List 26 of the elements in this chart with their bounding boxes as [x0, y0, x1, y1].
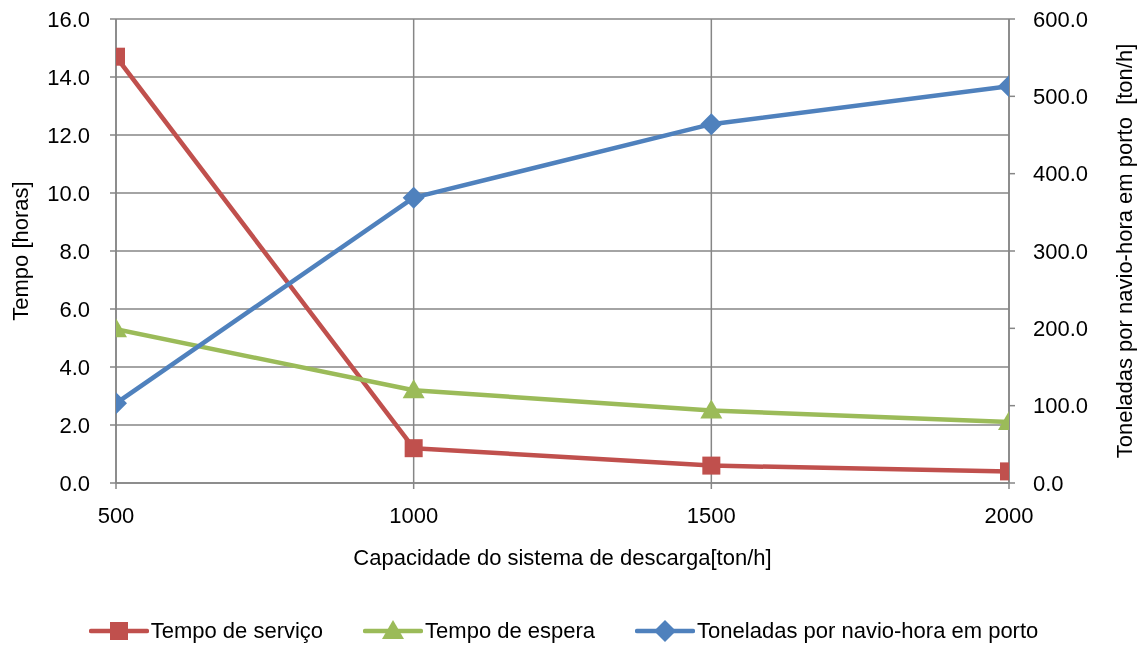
y-tick-label: 4.0	[59, 354, 90, 380]
y2-tick-label: 500.0	[1033, 84, 1089, 110]
y2-tick-label: 0.0	[1033, 470, 1064, 496]
x-tick-label: 2000	[984, 502, 1034, 528]
y-tick-label: 16.0	[47, 6, 90, 32]
y-tick-label: 14.0	[47, 64, 90, 90]
legend-label: Tempo de serviço	[150, 618, 324, 644]
y2-tick-label: 300.0	[1033, 238, 1089, 264]
y-tick-label: 6.0	[59, 296, 90, 322]
x-tick-label: 1500	[686, 502, 736, 528]
legend-label: Tempo de espera	[425, 618, 596, 644]
y-tick-label: 12.0	[47, 122, 90, 148]
y-tick-label: 2.0	[59, 412, 90, 438]
legend-label: Toneladas por navio-hora em porto	[697, 618, 1039, 644]
y-axis-title: Tempo [horas]	[7, 181, 33, 321]
y-tick-label: 0.0	[59, 470, 90, 496]
y-tick-label: 10.0	[47, 180, 90, 206]
y-tick-label: 8.0	[59, 238, 90, 264]
x-tick-label: 500	[97, 502, 135, 528]
y2-tick-label: 200.0	[1033, 316, 1089, 342]
y2-tick-label: 100.0	[1033, 393, 1089, 419]
y2-tick-label: 600.0	[1033, 6, 1089, 32]
x-axis-title: Capacidade do sistema de descarga[ton/h]	[353, 545, 772, 570]
y2-tick-label: 400.0	[1033, 161, 1089, 187]
x-tick-label: 1000	[389, 502, 439, 528]
y2-axis-title: Toneladas por navio-hora em porto [ton/h]	[1111, 43, 1137, 459]
